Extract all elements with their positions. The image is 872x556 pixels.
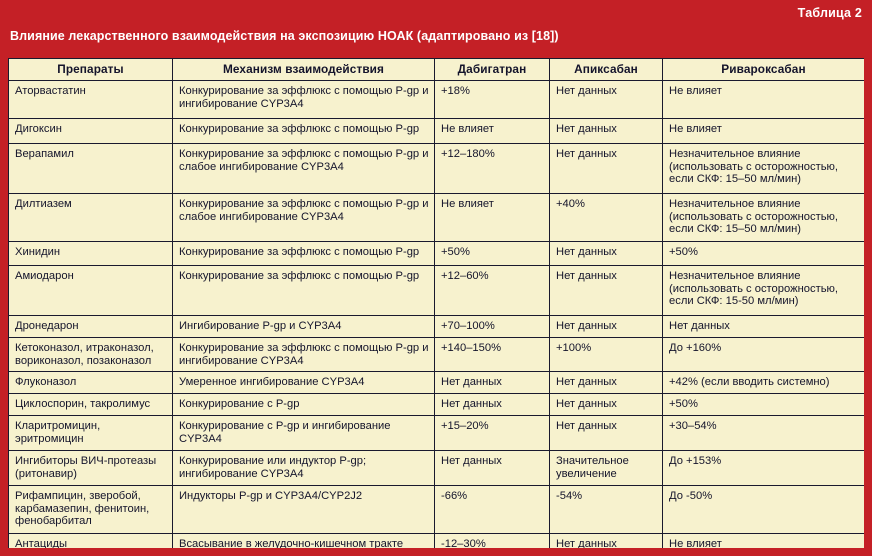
table-row: Кетоконазол, итраконазол, вориконазол, п…	[8, 336, 864, 373]
cell-rivaroxaban: Не влияет	[662, 118, 864, 144]
cell-rivaroxaban: +50%	[662, 393, 864, 417]
cell-mechanism: Конкурирование за эффлюкс с помощью P-gp	[172, 118, 435, 144]
cell-dabigatran: +50%	[434, 241, 550, 266]
table-row: Кларитромицин, эритромицин Конкурирование…	[8, 415, 864, 452]
cell-dabigatran: Нет данных	[434, 450, 550, 487]
column-header-rivaroxaban: Ривароксабан	[662, 58, 864, 81]
cell-drug: Циклоспорин, такролимус	[8, 393, 173, 417]
cell-apixaban: Нет данных	[549, 80, 663, 119]
cell-mechanism: Конкурирование с P-gp и ингибирование CY…	[172, 415, 435, 452]
column-header-dabigatran: Дабигатран	[434, 58, 550, 81]
table-row: Хинидин Конкурирование за эффлюкс с помощ…	[8, 241, 864, 266]
cell-drug: Дилтиазем	[8, 193, 173, 242]
column-header-mechanism: Механизм взаимодействия	[172, 58, 435, 81]
cell-dabigatran: -12–30%	[434, 533, 550, 548]
cell-dabigatran: +18%	[434, 80, 550, 119]
cell-apixaban: Нет данных	[549, 315, 663, 338]
table-row: Флуконазол Умеренное ингибирование CYP3A4…	[8, 371, 864, 395]
cell-mechanism: Индукторы P-gp и CYP3A4/CYP2J2	[172, 485, 435, 535]
table-row: Амиодарон Конкурирование за эффлюкс с пом…	[8, 265, 864, 316]
cell-rivaroxaban: До +153%	[662, 450, 864, 487]
cell-mechanism: Конкурирование за эффлюкс с помощью P-gp…	[172, 143, 435, 194]
cell-drug: Антациды	[8, 533, 173, 548]
column-header-apixaban: Апиксабан	[549, 58, 663, 81]
cell-dabigatran: -66%	[434, 485, 550, 535]
table-row: Ингибиторы ВИЧ-протеазы (ритонавир) Конку…	[8, 450, 864, 487]
cell-apixaban: Нет данных	[549, 118, 663, 144]
table-title: Влияние лекарственного взаимодействия на…	[10, 29, 559, 43]
cell-rivaroxaban: +30–54%	[662, 415, 864, 452]
table-header: Препараты Механизм взаимодействия Дабига…	[8, 58, 864, 81]
cell-apixaban: Нет данных	[549, 533, 663, 548]
cell-drug: Верапамил	[8, 143, 173, 194]
table-row: Циклоспорин, такролимус Конкурирование с …	[8, 393, 864, 417]
cell-drug: Кларитромицин, эритромицин	[8, 415, 173, 452]
cell-drug: Дронедарон	[8, 315, 173, 338]
cell-dabigatran: Нет данных	[434, 371, 550, 395]
table-row: Дронедарон Ингибирование P-gp и CYP3A4 +70…	[8, 315, 864, 338]
cell-mechanism: Конкурирование с P-gp	[172, 393, 435, 417]
cell-rivaroxaban: +42% (если вводить системно)	[662, 371, 864, 395]
cell-apixaban: Нет данных	[549, 371, 663, 395]
cell-drug: Флуконазол	[8, 371, 173, 395]
cell-mechanism: Конкурирование за эффлюкс с помощью P-gp…	[172, 80, 435, 119]
cell-drug: Кетоконазол, итраконазол, вориконазол, п…	[8, 336, 173, 373]
cell-drug: Рифампицин, зверобой, карбамазепин, фени…	[8, 485, 173, 535]
table-row: Дилтиазем Конкурирование за эффлюкс с пом…	[8, 193, 864, 242]
column-header-drugs: Препараты	[8, 58, 173, 81]
cell-apixaban: Нет данных	[549, 241, 663, 266]
cell-apixaban: +40%	[549, 193, 663, 242]
cell-dabigatran: Нет данных	[434, 393, 550, 417]
cell-mechanism: Ингибирование P-gp и CYP3A4	[172, 315, 435, 338]
cell-rivaroxaban: Нет данных	[662, 315, 864, 338]
cell-apixaban: +100%	[549, 336, 663, 373]
table-body: Аторвастатин Конкурирование за эффлюкс с …	[8, 80, 864, 548]
interaction-table: Препараты Механизм взаимодействия Дабига…	[8, 58, 864, 548]
cell-dabigatran: Не влияет	[434, 118, 550, 144]
table-row: Верапамил Конкурирование за эффлюкс с пом…	[8, 143, 864, 194]
table-row: Рифампицин, зверобой, карбамазепин, фени…	[8, 485, 864, 535]
cell-apixaban: Нет данных	[549, 143, 663, 194]
cell-mechanism: Конкурирование за эффлюкс с помощью P-gp…	[172, 336, 435, 373]
cell-apixaban: -54%	[549, 485, 663, 535]
table-row: Дигоксин Конкурирование за эффлюкс с помо…	[8, 118, 864, 144]
cell-drug: Дигоксин	[8, 118, 173, 144]
cell-rivaroxaban: Не влияет	[662, 533, 864, 548]
cell-dabigatran: Не влияет	[434, 193, 550, 242]
cell-rivaroxaban: Незначительное влияние (использовать с о…	[662, 265, 864, 316]
cell-rivaroxaban: Незначительное влияние (использовать с о…	[662, 143, 864, 194]
cell-drug: Амиодарон	[8, 265, 173, 316]
cell-rivaroxaban: Незначительное влияние (использовать с о…	[662, 193, 864, 242]
cell-mechanism: Всасывание в желудочно-кишечном тракте	[172, 533, 435, 548]
cell-dabigatran: +140–150%	[434, 336, 550, 373]
cell-drug: Ингибиторы ВИЧ-протеазы (ритонавир)	[8, 450, 173, 487]
cell-drug: Хинидин	[8, 241, 173, 266]
cell-dabigatran: +70–100%	[434, 315, 550, 338]
table-row: Аторвастатин Конкурирование за эффлюкс с …	[8, 80, 864, 119]
cell-rivaroxaban: До -50%	[662, 485, 864, 535]
figure-banner: Таблица 2 Влияние лекарственного взаимод…	[0, 0, 872, 54]
cell-mechanism: Конкурирование или индуктор P-gp; ингиби…	[172, 450, 435, 487]
cell-dabigatran: +15–20%	[434, 415, 550, 452]
table-number-label: Таблица 2	[797, 6, 862, 20]
cell-apixaban: Нет данных	[549, 415, 663, 452]
cell-mechanism: Умеренное ингибирование CYP3A4	[172, 371, 435, 395]
cell-apixaban: Нет данных	[549, 265, 663, 316]
cell-apixaban: Значительное увеличение	[549, 450, 663, 487]
cell-dabigatran: +12–60%	[434, 265, 550, 316]
cell-apixaban: Нет данных	[549, 393, 663, 417]
table-header-row: Препараты Механизм взаимодействия Дабига…	[8, 58, 864, 81]
cell-mechanism: Конкурирование за эффлюкс с помощью P-gp…	[172, 193, 435, 242]
cell-drug: Аторвастатин	[8, 80, 173, 119]
cell-rivaroxaban: Не влияет	[662, 80, 864, 119]
cell-mechanism: Конкурирование за эффлюкс с помощью P-gp	[172, 265, 435, 316]
cell-rivaroxaban: +50%	[662, 241, 864, 266]
cell-dabigatran: +12–180%	[434, 143, 550, 194]
cell-mechanism: Конкурирование за эффлюкс с помощью P-gp	[172, 241, 435, 266]
table-row: Антациды Всасывание в желудочно-кишечном …	[8, 533, 864, 548]
cell-rivaroxaban: До +160%	[662, 336, 864, 373]
table-frame: Препараты Механизм взаимодействия Дабига…	[4, 54, 868, 552]
